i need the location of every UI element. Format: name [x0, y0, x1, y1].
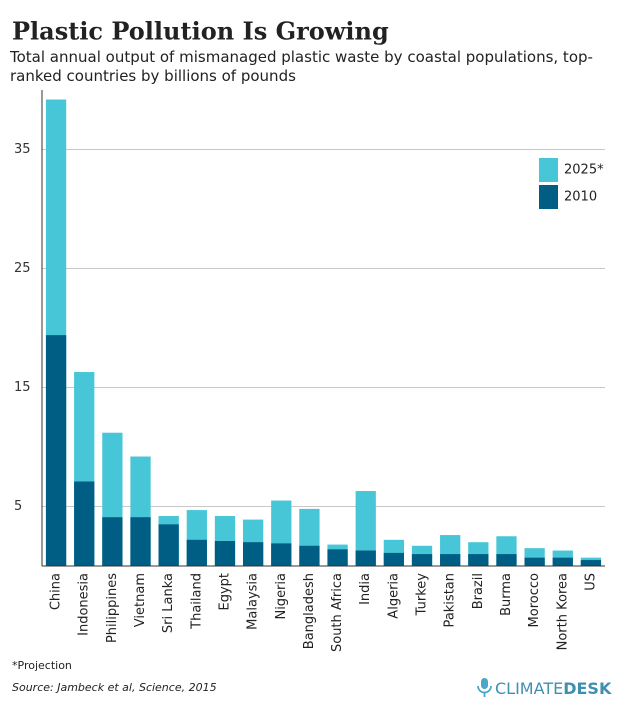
bar — [440, 554, 461, 566]
y-tick-label: 35 — [14, 142, 31, 157]
chart-subtitle: Total annual output of mismanaged plasti… — [10, 48, 593, 85]
x-tick-label: Pakistan — [443, 573, 458, 627]
bar — [580, 560, 602, 566]
legend-swatch — [539, 158, 558, 182]
bar — [327, 549, 348, 566]
x-tick-label: Bangladesh — [302, 573, 317, 649]
legend-swatch — [539, 185, 558, 209]
bar — [468, 554, 489, 566]
bar — [299, 545, 320, 566]
bar — [158, 524, 179, 566]
bar — [355, 550, 376, 566]
logo-text: CLIMATEDESK — [495, 679, 612, 698]
bar — [45, 335, 67, 566]
y-tick-label: 5 — [14, 499, 22, 514]
x-tick-label: US — [583, 573, 598, 591]
x-tick-label: Egypt — [217, 573, 232, 611]
y-tick-label: 15 — [14, 380, 31, 395]
x-tick-label: Sri Lanka — [161, 573, 176, 633]
chart-title: Plastic Pollution Is Growing — [12, 17, 389, 46]
bar — [74, 481, 95, 566]
source: Source: Jambeck et al, Science, 2015 — [12, 681, 217, 694]
logo-part: CLIMATE — [495, 679, 563, 698]
y-tick-label: 25 — [14, 261, 31, 276]
bar — [271, 543, 292, 566]
x-tick-label: Brazil — [471, 573, 486, 609]
bar — [102, 517, 123, 566]
bar — [552, 557, 573, 566]
x-tick-label: North Korea — [555, 573, 570, 650]
bar — [242, 542, 264, 566]
legend-label: 2025* — [564, 163, 604, 178]
bar — [130, 517, 151, 566]
footnote: *Projection — [12, 659, 72, 672]
x-tick-label: China — [49, 573, 64, 610]
logo-icon — [477, 678, 492, 697]
x-tick-label: Vietnam — [133, 573, 148, 627]
x-tick-label: Turkey — [415, 573, 430, 617]
bar — [383, 552, 405, 566]
x-tick-label: India — [358, 573, 373, 605]
legend-label: 2010 — [564, 190, 597, 205]
bar — [186, 539, 207, 566]
bar — [496, 554, 517, 566]
subtitle-box: Total annual output of mismanaged plasti… — [10, 48, 593, 85]
x-tick-label: Nigeria — [274, 573, 289, 620]
x-tick-label: Philippines — [105, 573, 120, 643]
x-tick-label: Indonesia — [77, 573, 92, 636]
x-tick-label: Thailand — [189, 573, 204, 630]
x-tick-label: Malaysia — [246, 573, 261, 630]
logo-part: DESK — [563, 679, 612, 698]
x-tick-label: South Africa — [330, 573, 345, 652]
bar — [411, 554, 433, 566]
x-tick-label: Morocco — [527, 573, 542, 627]
bar — [214, 541, 236, 566]
x-tick-label: Algeria — [386, 573, 401, 619]
bar — [355, 491, 376, 566]
bar — [524, 557, 545, 566]
x-tick-label: Burma — [499, 573, 514, 616]
